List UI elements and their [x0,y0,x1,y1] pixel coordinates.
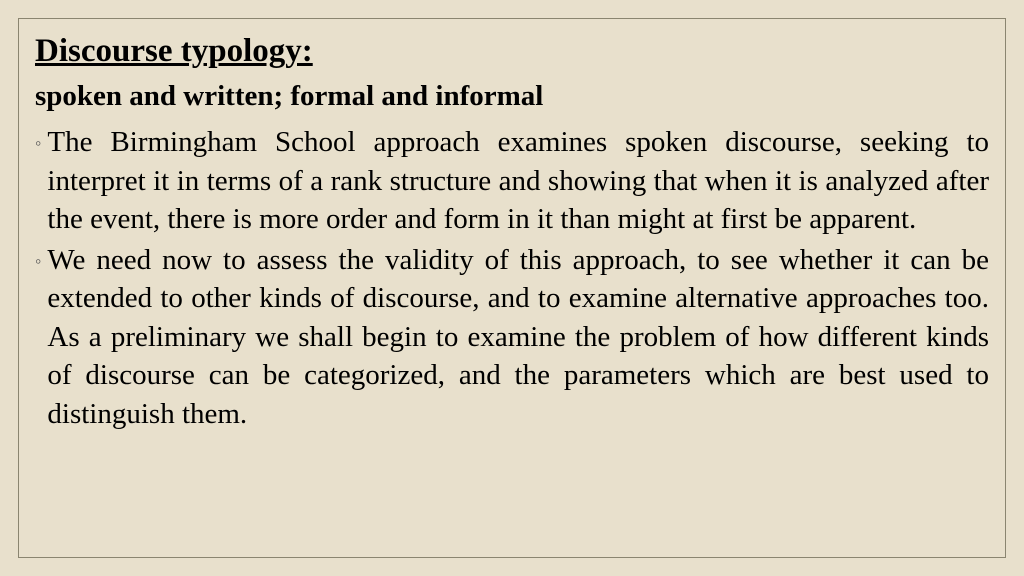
slide-frame: Discourse typology: spoken and written; … [18,18,1006,558]
bullet-item: ◦ We need now to assess the validity of … [35,241,989,434]
slide-title: Discourse typology: [35,33,989,70]
bullet-text: The Birmingham School approach examines … [47,123,989,239]
bullet-text: We need now to assess the validity of th… [47,241,989,434]
bullet-item: ◦ The Birmingham School approach examine… [35,123,989,239]
slide-subtitle: spoken and written; formal and informal [35,80,989,113]
bullet-marker-icon: ◦ [35,123,41,163]
bullet-marker-icon: ◦ [35,241,41,281]
